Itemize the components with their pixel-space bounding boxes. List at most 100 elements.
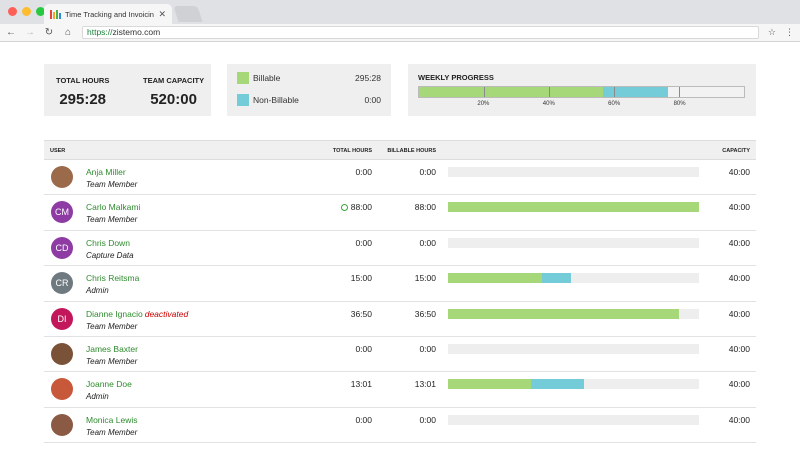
header-total-hours[interactable]: TOTAL HOURS: [332, 148, 372, 154]
total-hours-value: 0:00: [355, 167, 372, 177]
capacity-progress-bar: [448, 167, 699, 177]
user-role: Team Member: [86, 215, 138, 225]
user-name-link[interactable]: Monica Lewis: [86, 415, 140, 425]
avatar-initials: CD: [55, 242, 69, 253]
new-tab-button[interactable]: [173, 6, 203, 22]
billable-hours-cell: 36:50: [414, 308, 436, 319]
table-row[interactable]: DI Dianne Ignacio deactivated Team Member 36…: [44, 302, 756, 337]
user-name: Chris Down: [86, 237, 130, 248]
total-hours-cell: 0:00: [355, 167, 372, 177]
billable-hours-cell: 13:01: [414, 379, 436, 390]
table-row[interactable]: CR Chris Reitsma Admin 15:00 15:00 40:00: [44, 266, 756, 302]
team-capacity-label: TEAM CAPACITY: [143, 76, 205, 85]
billable-label: Billable: [253, 73, 281, 83]
avatar[interactable]: CR: [51, 272, 73, 295]
table-row[interactable]: CD Chris Down Capture Data 0:00 0:00 40:00: [44, 231, 756, 267]
browser-toolbar: ← → ↻ ⌂ https://zistemo.com ☆ ⋮: [0, 24, 800, 42]
billable-hours-cell: 0:00: [419, 167, 436, 177]
avatar[interactable]: DI: [51, 307, 73, 330]
total-hours-value: 13:01: [350, 379, 372, 390]
team-capacity-stat: TEAM CAPACITY 520:00: [143, 76, 204, 108]
non-billable-segment: [530, 379, 584, 390]
browser-titlebar: Time Tracking and Invoicing i ✕: [0, 0, 800, 24]
browser-tab[interactable]: Time Tracking and Invoicing i ✕: [44, 4, 172, 24]
user-name-link[interactable]: Anja Miller: [86, 167, 128, 177]
table-row[interactable]: CM Carlo Malkami Team Member 88:00 88:00 40:0…: [44, 195, 756, 231]
total-hours-cell: 0:00: [355, 238, 372, 248]
user-name: Anja Miller: [86, 167, 126, 177]
page-content: TOTAL HOURS 295:28 TEAM CAPACITY 520:00 …: [0, 42, 800, 450]
total-hours-cell: 36:50: [351, 309, 372, 319]
browser-menu-icon[interactable]: ⋮: [785, 27, 794, 37]
avatar[interactable]: CD: [51, 236, 73, 259]
user-role: Capture Data: [86, 250, 134, 260]
zoom-window-button[interactable]: [36, 7, 45, 16]
total-hours-value: 0:00: [355, 343, 372, 354]
table-row[interactable]: Monica Lewis Team Member 0:00 0:00 40:00: [44, 408, 756, 444]
progress-tick-label: 60%: [608, 101, 621, 107]
non-billable-swatch: [237, 94, 249, 106]
address-bar[interactable]: https://zistemo.com: [82, 26, 759, 39]
total-hours-value: 15:00: [350, 273, 372, 284]
billable-hours-cell: 15:00: [414, 273, 436, 284]
team-hours-table: USER TOTAL HOURS BILLABLE HOURS CAPACITY…: [44, 140, 756, 444]
user-name: Monica Lewis: [86, 414, 138, 425]
weekly-billable-segment: [419, 87, 603, 97]
billable-segment: [448, 273, 543, 284]
reload-icon[interactable]: ↻: [44, 26, 54, 38]
avatar[interactable]: [51, 413, 73, 436]
close-window-button[interactable]: [8, 7, 17, 16]
tab-close-icon[interactable]: ✕: [158, 8, 166, 19]
home-icon[interactable]: ⌂: [64, 26, 72, 38]
user-role: Team Member: [86, 427, 138, 437]
team-capacity-value: 520:00: [150, 91, 197, 108]
billable-hours-cell: 0:00: [419, 343, 436, 354]
user-name: Dianne Ignacio: [86, 308, 143, 319]
total-hours-value: 36:50: [350, 308, 372, 319]
billable-segment: [448, 379, 531, 390]
avatar-initials: CR: [55, 278, 69, 289]
table-row[interactable]: James Baxter Team Member 0:00 0:00 40:00: [44, 337, 756, 373]
header-billable-hours[interactable]: BILLABLE HOURS: [387, 148, 436, 154]
minimize-window-button[interactable]: [22, 7, 31, 16]
total-hours-value: 0:00: [355, 414, 372, 425]
header-user[interactable]: USER: [50, 148, 66, 154]
user-name-link[interactable]: James Baxter: [86, 344, 140, 354]
avatar[interactable]: [51, 342, 73, 365]
capacity-cell: 40:00: [728, 343, 750, 354]
total-hours-value: 88:00: [350, 202, 372, 213]
zistemo-favicon-icon: [50, 9, 61, 19]
non-billable-value: 0:00: [364, 95, 381, 105]
progress-tick-label: 40%: [542, 101, 555, 107]
user-name-link[interactable]: Joanne Doe: [86, 379, 134, 389]
capacity-cell: 40:00: [728, 273, 750, 284]
capacity-cell: 40:00: [728, 308, 750, 319]
billable-hours-cell: 0:00: [419, 237, 436, 248]
forward-arrow-icon[interactable]: →: [25, 26, 35, 38]
user-role: Admin: [86, 392, 109, 402]
url-scheme: https://: [87, 27, 113, 37]
weekly-progress-card: WEEKLY PROGRESS 20% 40% 60% 80%: [408, 64, 756, 116]
user-name-link[interactable]: Dianne Ignacio deactivated: [86, 309, 188, 319]
non-billable-segment: [542, 273, 571, 284]
back-arrow-icon[interactable]: ←: [6, 26, 16, 38]
user-name-link[interactable]: Chris Reitsma: [86, 273, 141, 283]
avatar[interactable]: [51, 166, 73, 188]
total-hours-value: 295:28: [59, 91, 107, 108]
total-hours-cell: 0:00: [355, 415, 372, 425]
billable-hours-cell: 88:00: [414, 202, 436, 213]
capacity-progress-bar: [448, 379, 699, 390]
table-row[interactable]: Anja Miller Team Member 0:00 0:00 40:00: [44, 160, 756, 196]
user-name-link[interactable]: Chris Down: [86, 238, 132, 248]
capacity-cell: 40:00: [728, 167, 750, 177]
avatar[interactable]: [51, 378, 73, 401]
user-name: Chris Reitsma: [86, 273, 140, 284]
table-row[interactable]: Joanne Doe Admin 13:01 13:01 40:00: [44, 372, 756, 408]
bookmark-star-icon[interactable]: ☆: [767, 27, 776, 37]
user-name-link[interactable]: Carlo Malkami: [86, 202, 142, 212]
avatar[interactable]: CM: [51, 201, 73, 224]
total-hours-value: 0:00: [355, 237, 372, 248]
capacity-cell: 40:00: [728, 414, 750, 425]
header-capacity[interactable]: CAPACITY: [722, 148, 750, 154]
hours-summary-card: TOTAL HOURS 295:28 TEAM CAPACITY 520:00: [44, 64, 211, 116]
